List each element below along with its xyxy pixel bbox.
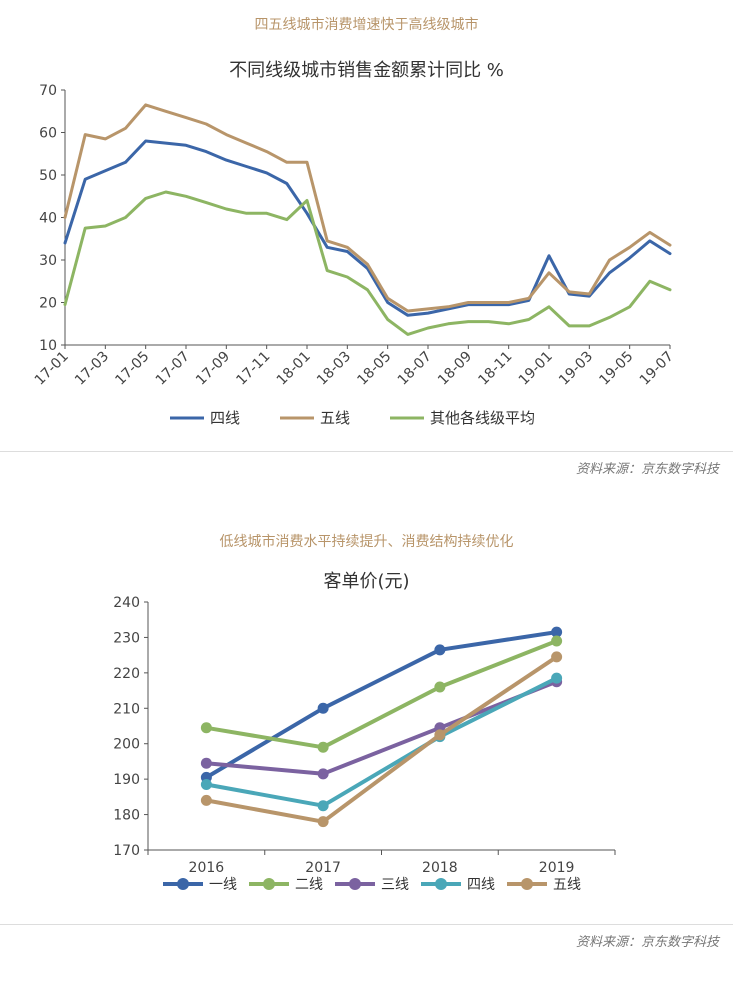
chart1-x-tick-label: 18-11 xyxy=(475,349,515,389)
chart1-y-tick-label: 70 xyxy=(39,83,57,99)
chart1-x-tick-label: 18-03 xyxy=(314,349,354,389)
chart2-series-line xyxy=(205,630,557,780)
chart2-data-point xyxy=(200,794,212,806)
bottom-divider xyxy=(0,924,733,925)
chart2-legend-label: 一线 xyxy=(209,877,237,893)
chart2-title: 客单价(元) xyxy=(323,571,410,592)
chart2-data-point xyxy=(200,722,212,734)
chart2-lines xyxy=(200,626,563,828)
chart2-data-point xyxy=(434,644,446,656)
chart2-x-tick-label: 2018 xyxy=(422,860,458,876)
chart1-x-tick-label: 17-07 xyxy=(153,349,193,389)
chart1-x-tick-label: 18-09 xyxy=(435,349,475,389)
bottom-section-title: 低线城市消费水平持续提升、消费结构持续优化 xyxy=(219,534,514,550)
chart2-series-line xyxy=(206,676,558,808)
chart2-y-tick-label: 190 xyxy=(113,772,140,788)
chart2-legend-marker xyxy=(435,878,447,890)
chart1-x-tick-label: 19-03 xyxy=(556,349,596,389)
chart1-x-tick-label: 17-01 xyxy=(32,349,72,389)
chart1-x-tick-label: 19-05 xyxy=(596,349,636,389)
chart1-legend-label: 四线 xyxy=(210,409,240,427)
chart1-x-tick-label: 18-07 xyxy=(395,349,435,389)
chart2-y-tick-label: 220 xyxy=(113,666,140,682)
top-divider xyxy=(0,451,733,452)
chart2-y-tick-label: 200 xyxy=(113,737,140,753)
chart1-y-tick-label: 20 xyxy=(39,296,57,312)
chart1-series-line xyxy=(63,103,672,313)
top-section-title: 四五线城市消费增速快于高线级城市 xyxy=(254,17,479,33)
chart2-legend-label: 五线 xyxy=(553,877,581,893)
chart1-y-tick-label: 10 xyxy=(39,338,57,354)
chart1-title: 不同线级城市销售金额累计同比 % xyxy=(229,60,504,81)
chart2-data-point xyxy=(317,741,329,753)
chart2-legend-label: 三线 xyxy=(381,877,409,893)
chart2-data-point xyxy=(317,816,329,828)
chart1-y-tick-label: 60 xyxy=(39,126,57,142)
chart1-legend-label: 五线 xyxy=(320,409,350,427)
chart1-y-tick-label: 50 xyxy=(39,168,57,184)
chart2-data-point xyxy=(317,800,329,812)
chart2-data-point xyxy=(551,626,563,638)
chart2-series-line xyxy=(206,655,558,824)
chart2-legend-marker xyxy=(177,878,189,890)
chart1-x-tick-label: 19-01 xyxy=(516,349,556,389)
chart1-x-tick-label: 17-03 xyxy=(72,349,112,389)
chart2-y-tick-label: 210 xyxy=(113,701,140,717)
chart1-series-line xyxy=(63,190,672,336)
bottom-source: 资料来源：京东数字科技 xyxy=(575,935,719,950)
chart2-data-point xyxy=(317,768,329,780)
chart2-x-tick-label: 2017 xyxy=(305,860,341,876)
chart2-data-point xyxy=(434,729,446,741)
chart2-data-point xyxy=(434,681,446,693)
chart1-legend: 四线 五线 其他各线级平均 xyxy=(170,409,535,427)
chart2-axes: 170 180 190 200 210 220 230 240 2016 2017 2018 2019 xyxy=(113,595,616,876)
chart2-x-tick-label: 2016 xyxy=(189,860,225,876)
chart2-data-point xyxy=(551,651,563,663)
chart1-lines xyxy=(63,103,672,336)
chart2-legend-marker xyxy=(521,878,533,890)
chart2-data-point xyxy=(200,778,212,790)
chart2-series-line xyxy=(206,639,558,750)
chart1-x-tick-label: 17-11 xyxy=(233,349,273,389)
chart2-data-point xyxy=(551,635,563,647)
chart2-x-tick-label: 2019 xyxy=(539,860,575,876)
chart2-y-tick-label: 230 xyxy=(113,630,140,646)
chart2-y-tick-label: 180 xyxy=(113,808,140,824)
chart2-legend-label: 二线 xyxy=(295,877,323,893)
chart2-data-point xyxy=(317,702,329,714)
chart1-series-line xyxy=(63,139,672,317)
chart2-legend: 一线 二线 三线 四线 五线 xyxy=(163,877,581,893)
chart1-y-tick-label: 40 xyxy=(39,211,57,227)
chart1-x-tick-label: 17-09 xyxy=(193,349,233,389)
chart2-data-point xyxy=(551,672,563,684)
chart2-legend-marker xyxy=(349,878,361,890)
chart2-series-line xyxy=(206,679,558,776)
chart2-legend-label: 四线 xyxy=(467,877,495,893)
chart1-x-tick-label: 17-05 xyxy=(112,349,152,389)
chart2-svg: 170 180 190 200 210 220 230 240 2016 2017 2018 2019… xyxy=(113,595,616,893)
chart2-y-tick-label: 240 xyxy=(113,595,140,611)
chart2-y-tick-label: 170 xyxy=(113,843,140,859)
chart2-legend-marker xyxy=(263,878,275,890)
chart2-data-point xyxy=(200,757,212,769)
chart1-x-tick-label: 18-05 xyxy=(354,349,394,389)
chart1-x-tick-label: 18-01 xyxy=(274,349,314,389)
chart1-legend-label: 其他各线级平均 xyxy=(430,409,535,427)
chart1-x-tick-label: 19-07 xyxy=(637,349,677,389)
top-source: 资料来源：京东数字科技 xyxy=(575,462,719,477)
chart1-y-tick-label: 30 xyxy=(39,253,57,269)
